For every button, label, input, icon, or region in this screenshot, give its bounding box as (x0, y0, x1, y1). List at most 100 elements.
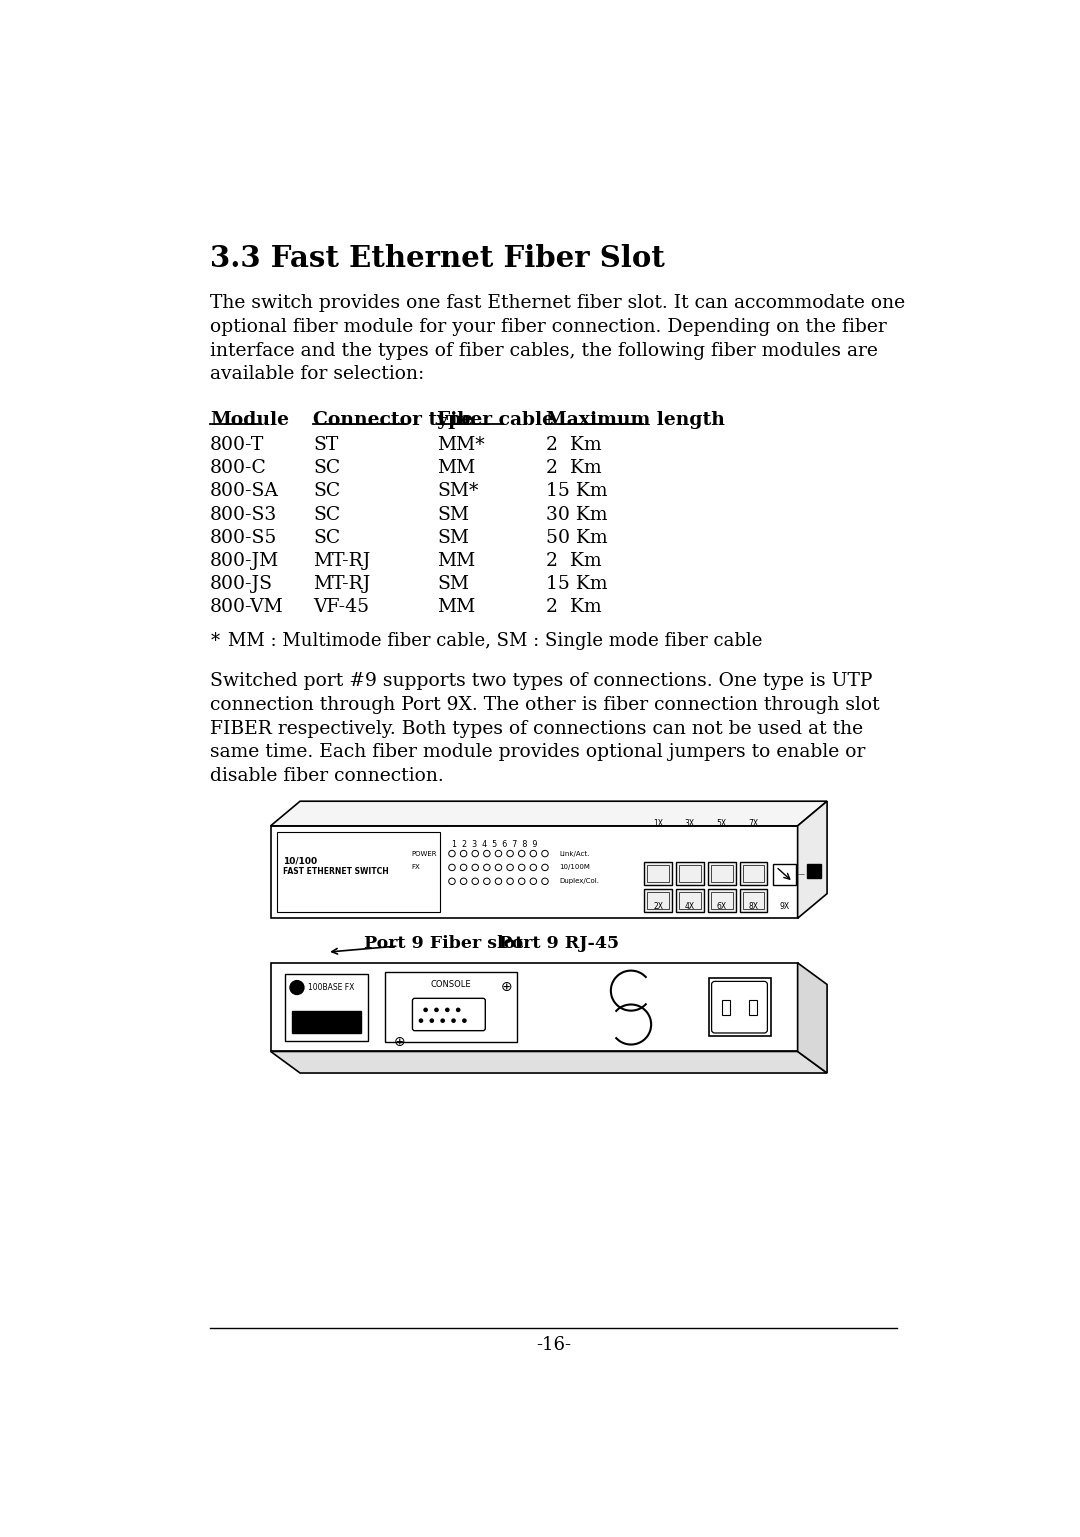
Text: 800-VM: 800-VM (211, 598, 284, 616)
Polygon shape (271, 1051, 827, 1073)
Polygon shape (798, 962, 827, 1073)
Text: SM: SM (437, 506, 469, 524)
Text: 4X: 4X (685, 902, 694, 910)
Circle shape (423, 1008, 428, 1013)
Text: 800-SA: 800-SA (211, 483, 279, 501)
Text: MM: MM (437, 598, 475, 616)
Text: disable fiber connection.: disable fiber connection. (211, 767, 444, 785)
Text: MT-RJ: MT-RJ (313, 575, 370, 593)
Text: SM*: SM* (437, 483, 478, 501)
Text: Connector type: Connector type (313, 410, 473, 429)
Text: Port 9 RJ-45: Port 9 RJ-45 (499, 934, 619, 953)
Text: FIBER respectively. Both types of connections can not be used at the: FIBER respectively. Both types of connec… (211, 719, 863, 738)
Text: same time. Each fiber module provides optional jumpers to enable or: same time. Each fiber module provides op… (211, 744, 865, 761)
Text: Link/Act.: Link/Act. (559, 850, 590, 856)
Bar (707, 862, 735, 885)
Circle shape (462, 1019, 467, 1024)
Text: Fiber cable: Fiber cable (437, 410, 554, 429)
Text: 10/100: 10/100 (283, 856, 318, 865)
Circle shape (445, 1008, 449, 1013)
Bar (711, 865, 732, 882)
Text: Module: Module (211, 410, 289, 429)
Circle shape (430, 1019, 434, 1024)
Bar (707, 888, 735, 911)
Text: SM: SM (437, 575, 469, 593)
Text: 1  2  3  4  5  6  7  8  9: 1 2 3 4 5 6 7 8 9 (451, 839, 538, 848)
Bar (743, 865, 765, 882)
Bar (386, 971, 517, 1042)
Text: 50 Km: 50 Km (545, 529, 607, 547)
Polygon shape (798, 801, 827, 918)
Text: 2  Km: 2 Km (545, 460, 602, 478)
Text: *: * (211, 632, 219, 650)
Bar (284, 974, 368, 1041)
Text: SM: SM (437, 529, 469, 547)
Text: 9X: 9X (780, 902, 789, 910)
Text: Port 9 Fiber slot: Port 9 Fiber slot (364, 934, 523, 953)
Text: Duplex/Col.: Duplex/Col. (559, 878, 599, 884)
Text: 2  Km: 2 Km (545, 552, 602, 570)
Bar (676, 888, 704, 911)
Text: 800-S3: 800-S3 (211, 506, 278, 524)
Text: SC: SC (313, 529, 340, 547)
Text: MT-RJ: MT-RJ (313, 552, 370, 570)
Text: 30 Km: 30 Km (545, 506, 607, 524)
Text: MM: MM (437, 552, 475, 570)
Text: VF-45: VF-45 (313, 598, 369, 616)
Bar (740, 888, 768, 911)
Bar (743, 891, 765, 908)
Text: 3.3 Fast Ethernet Fiber Slot: 3.3 Fast Ethernet Fiber Slot (211, 244, 665, 272)
Text: 7X: 7X (748, 819, 758, 828)
Polygon shape (271, 801, 827, 825)
Text: Switched port #9 supports two types of connections. One type is UTP: Switched port #9 supports two types of c… (211, 672, 873, 690)
Bar (644, 888, 672, 911)
Circle shape (451, 1019, 456, 1024)
Text: 10/100M: 10/100M (559, 864, 591, 870)
Circle shape (456, 1008, 460, 1013)
Text: 3X: 3X (685, 819, 694, 828)
Bar (679, 891, 701, 908)
Bar (676, 862, 704, 885)
Text: 2  Km: 2 Km (545, 598, 602, 616)
Text: ST: ST (313, 437, 338, 455)
Text: ⊕: ⊕ (393, 1034, 405, 1048)
Bar (723, 1001, 730, 1016)
Circle shape (434, 1008, 438, 1013)
Text: optional fiber module for your fiber connection. Depending on the fiber: optional fiber module for your fiber con… (211, 318, 887, 335)
Text: 2  Km: 2 Km (545, 437, 602, 455)
Text: available for selection:: available for selection: (211, 366, 424, 383)
Text: The switch provides one fast Ethernet fiber slot. It can accommodate one: The switch provides one fast Ethernet fi… (211, 294, 905, 312)
Text: POWER: POWER (411, 850, 437, 856)
Text: 8X: 8X (748, 902, 758, 910)
Text: SC: SC (313, 483, 340, 501)
Bar (679, 865, 701, 882)
Bar (644, 862, 672, 885)
Bar (748, 1001, 757, 1016)
Circle shape (441, 1019, 445, 1024)
Text: 5X: 5X (717, 819, 727, 828)
Text: FX: FX (411, 864, 420, 870)
Text: MM*: MM* (437, 437, 485, 455)
Text: —: — (798, 871, 805, 878)
Bar (711, 891, 732, 908)
Text: Maximum length: Maximum length (545, 410, 725, 429)
Text: SC: SC (313, 506, 340, 524)
Text: 6X: 6X (717, 902, 727, 910)
Bar (293, 1011, 361, 1033)
Bar (807, 864, 821, 878)
Text: FAST ETHERNET SWITCH: FAST ETHERNET SWITCH (283, 867, 389, 876)
Text: 100BASE FX: 100BASE FX (308, 984, 354, 991)
Bar (276, 832, 440, 911)
Text: -16-: -16- (536, 1336, 571, 1354)
Text: connection through Port 9X. The other is fiber connection through slot: connection through Port 9X. The other is… (211, 696, 880, 713)
Text: 800-JS: 800-JS (211, 575, 273, 593)
Bar (708, 979, 770, 1036)
Bar (647, 865, 669, 882)
Circle shape (419, 1019, 423, 1024)
Text: 800-JM: 800-JM (211, 552, 280, 570)
Text: 1X: 1X (653, 819, 663, 828)
Text: MM : Multimode fiber cable, SM : Single mode fiber cable: MM : Multimode fiber cable, SM : Single … (228, 632, 762, 650)
Text: 800-T: 800-T (211, 437, 265, 455)
Text: ⊕: ⊕ (500, 981, 512, 994)
Text: 2X: 2X (653, 902, 663, 910)
